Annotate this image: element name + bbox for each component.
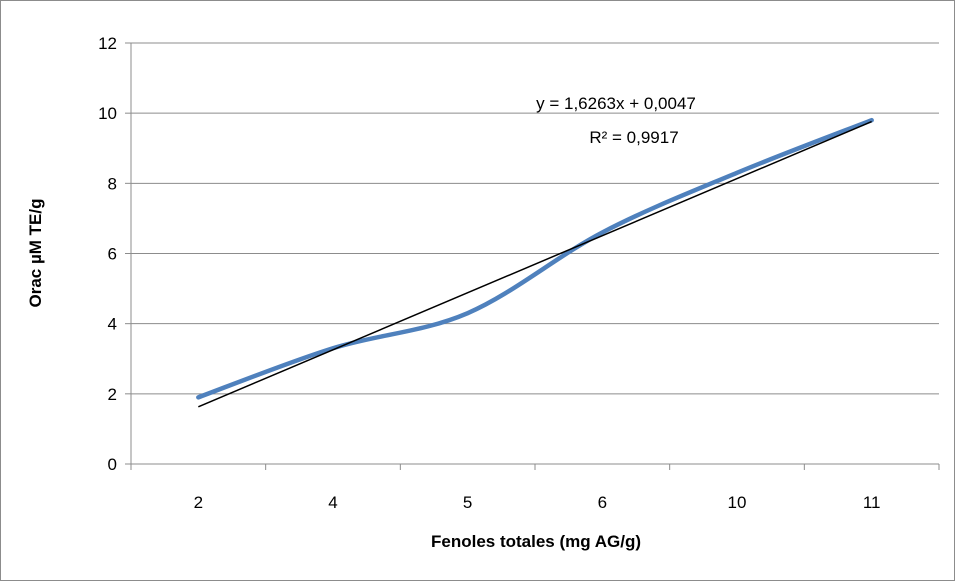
x-tick-label-6: 6 [598, 493, 607, 512]
y-tick-label-2: 2 [108, 385, 117, 404]
x-tick-label-4: 4 [328, 493, 337, 512]
x-tick-label-2: 2 [194, 493, 203, 512]
x-tick-label-11: 11 [863, 493, 881, 512]
trendline-equation: y = 1,6263x + 0,0047 [536, 94, 696, 113]
y-tick-label-10: 10 [98, 104, 117, 123]
y-tick-label-0: 0 [108, 455, 117, 474]
x-tick-labels: 2 4 5 6 10 11 [194, 493, 881, 512]
y-tick-label-12: 12 [98, 34, 117, 53]
x-tick-label-10: 10 [728, 493, 747, 512]
trendline-r-squared: R² = 0,9917 [589, 128, 678, 147]
series-line-0 [198, 120, 871, 397]
y-tick-labels: 0 2 4 6 8 10 12 [98, 34, 117, 474]
x-tick-label-5: 5 [463, 493, 472, 512]
trendline-layer [198, 122, 871, 407]
gridlines [131, 43, 939, 394]
y-tick-label-8: 8 [108, 174, 117, 193]
series [198, 120, 872, 397]
y-axis-title: Orac µM TE/g [26, 199, 45, 308]
y-tick-label-6: 6 [108, 245, 117, 264]
axes [125, 43, 939, 470]
trendline [198, 122, 871, 407]
x-axis-title: Fenoles totales (mg AG/g) [431, 532, 641, 551]
y-tick-label-4: 4 [108, 315, 117, 334]
